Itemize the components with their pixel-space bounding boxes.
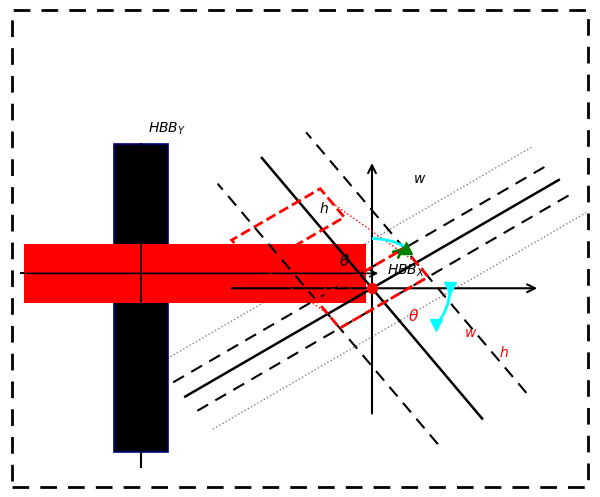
Text: $HBB_X$: $HBB_X$ <box>387 263 425 279</box>
Text: $h$: $h$ <box>319 201 329 216</box>
Text: $\theta$: $\theta$ <box>340 253 350 269</box>
Text: $h$: $h$ <box>499 345 509 360</box>
Text: $w$: $w$ <box>464 326 478 340</box>
Text: $HBB_Y$: $HBB_Y$ <box>148 120 186 137</box>
Bar <box>114 144 168 452</box>
Text: $\theta$: $\theta$ <box>409 308 419 324</box>
Bar <box>24 244 366 303</box>
Text: $(x,y)$: $(x,y)$ <box>321 285 353 302</box>
Text: $w$: $w$ <box>413 172 427 186</box>
